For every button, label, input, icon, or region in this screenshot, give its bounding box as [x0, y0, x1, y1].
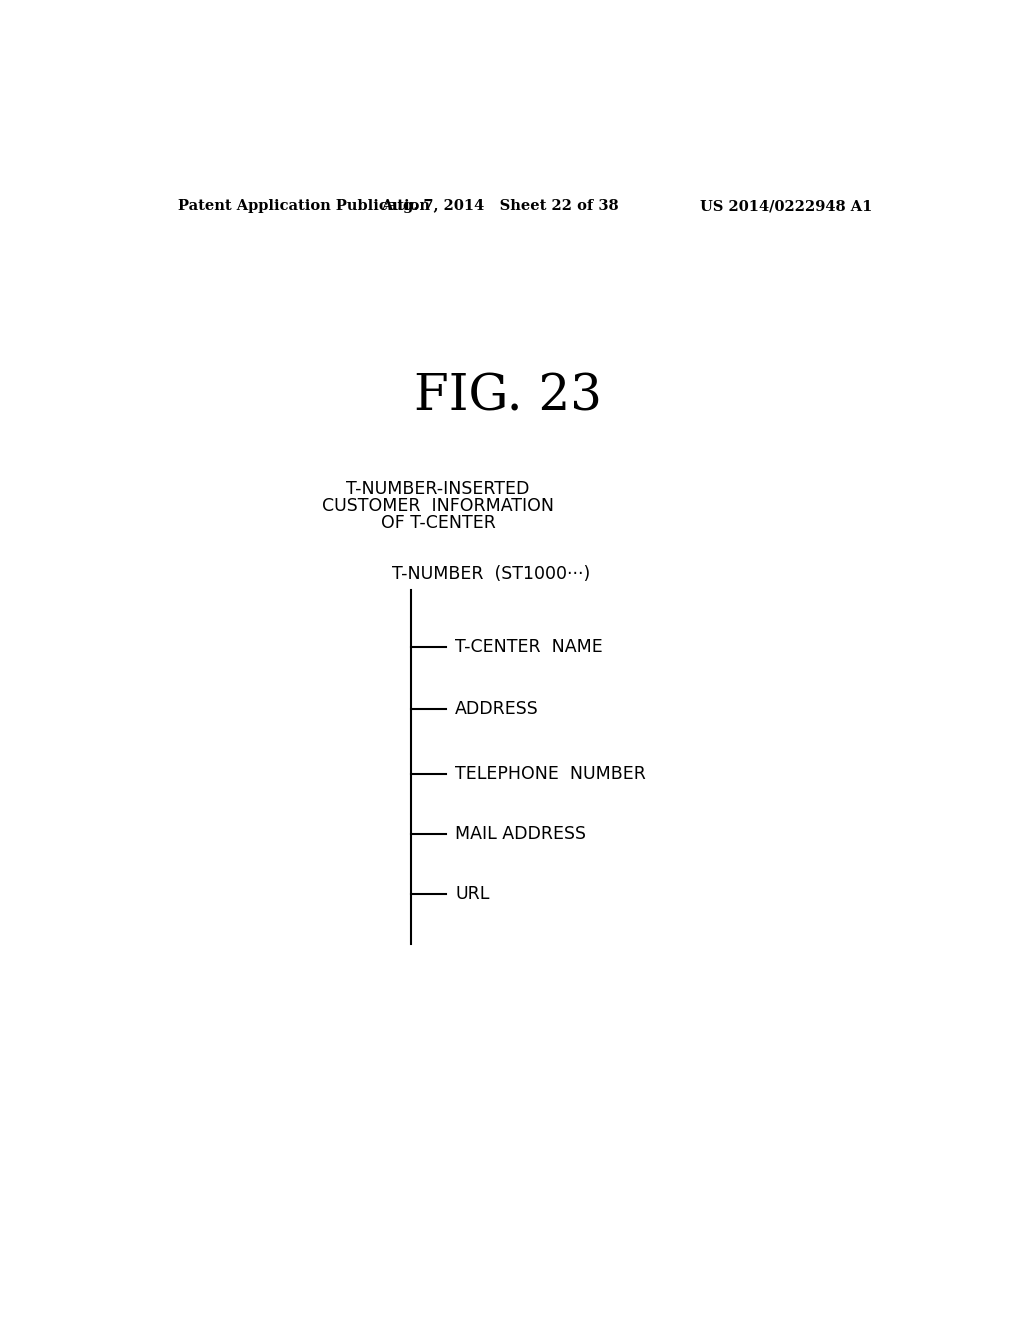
Text: T-NUMBER-INSERTED: T-NUMBER-INSERTED — [346, 480, 529, 499]
Text: Patent Application Publication: Patent Application Publication — [178, 199, 430, 213]
Text: FIG. 23: FIG. 23 — [414, 372, 602, 422]
Text: URL: URL — [455, 884, 489, 903]
Text: T-CENTER  NAME: T-CENTER NAME — [455, 639, 603, 656]
Text: ADDRESS: ADDRESS — [455, 700, 539, 718]
Text: T-NUMBER  (ST1000···): T-NUMBER (ST1000···) — [391, 565, 590, 583]
Text: Aug. 7, 2014   Sheet 22 of 38: Aug. 7, 2014 Sheet 22 of 38 — [381, 199, 618, 213]
Text: TELEPHONE  NUMBER: TELEPHONE NUMBER — [455, 766, 646, 783]
Text: MAIL ADDRESS: MAIL ADDRESS — [455, 825, 586, 843]
Text: OF T-CENTER: OF T-CENTER — [381, 515, 496, 532]
Text: CUSTOMER  INFORMATION: CUSTOMER INFORMATION — [322, 498, 554, 515]
Text: US 2014/0222948 A1: US 2014/0222948 A1 — [699, 199, 872, 213]
